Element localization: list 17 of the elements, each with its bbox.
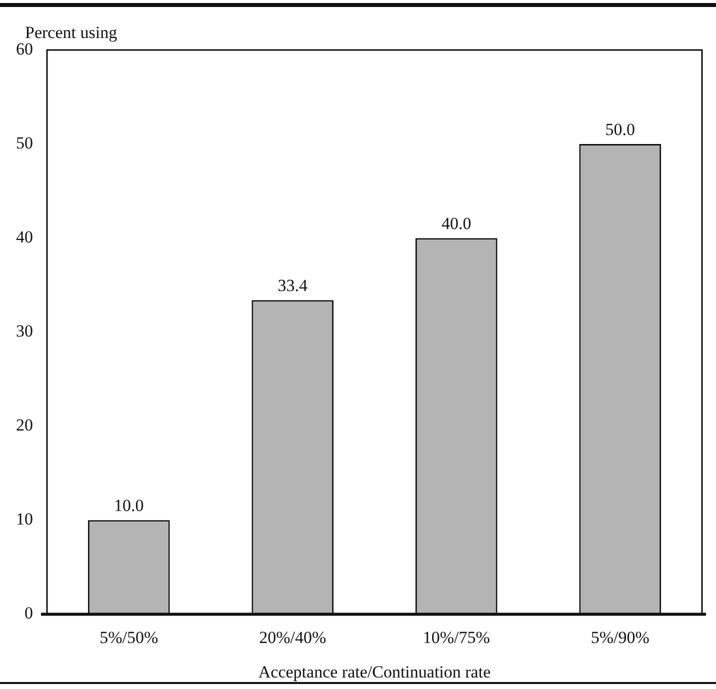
x-axis-title: Acceptance rate/Continuation rate xyxy=(258,662,491,682)
x-tick-label: 10%/75% xyxy=(422,628,490,647)
data-label: 50.0 xyxy=(605,120,635,139)
y-axis-title: Percent using xyxy=(25,22,118,42)
data-label: 33.4 xyxy=(278,276,308,296)
y-tick-label: 50 xyxy=(16,134,33,152)
y-tick-label: 0 xyxy=(24,604,33,623)
x-tick-label: 5%/50% xyxy=(100,628,158,647)
y-tick-label: 40 xyxy=(16,228,33,247)
y-tick-label: 30 xyxy=(16,322,33,341)
x-tick-label: 20%/40% xyxy=(259,628,326,647)
y-tick-label: 60 xyxy=(16,39,33,58)
x-tick-label: 5%/90% xyxy=(590,628,650,647)
data-label: 40.0 xyxy=(442,214,472,234)
y-tick-label: 20 xyxy=(16,416,33,435)
data-label: 10.0 xyxy=(114,496,144,516)
y-tick-label: 10 xyxy=(16,510,33,529)
